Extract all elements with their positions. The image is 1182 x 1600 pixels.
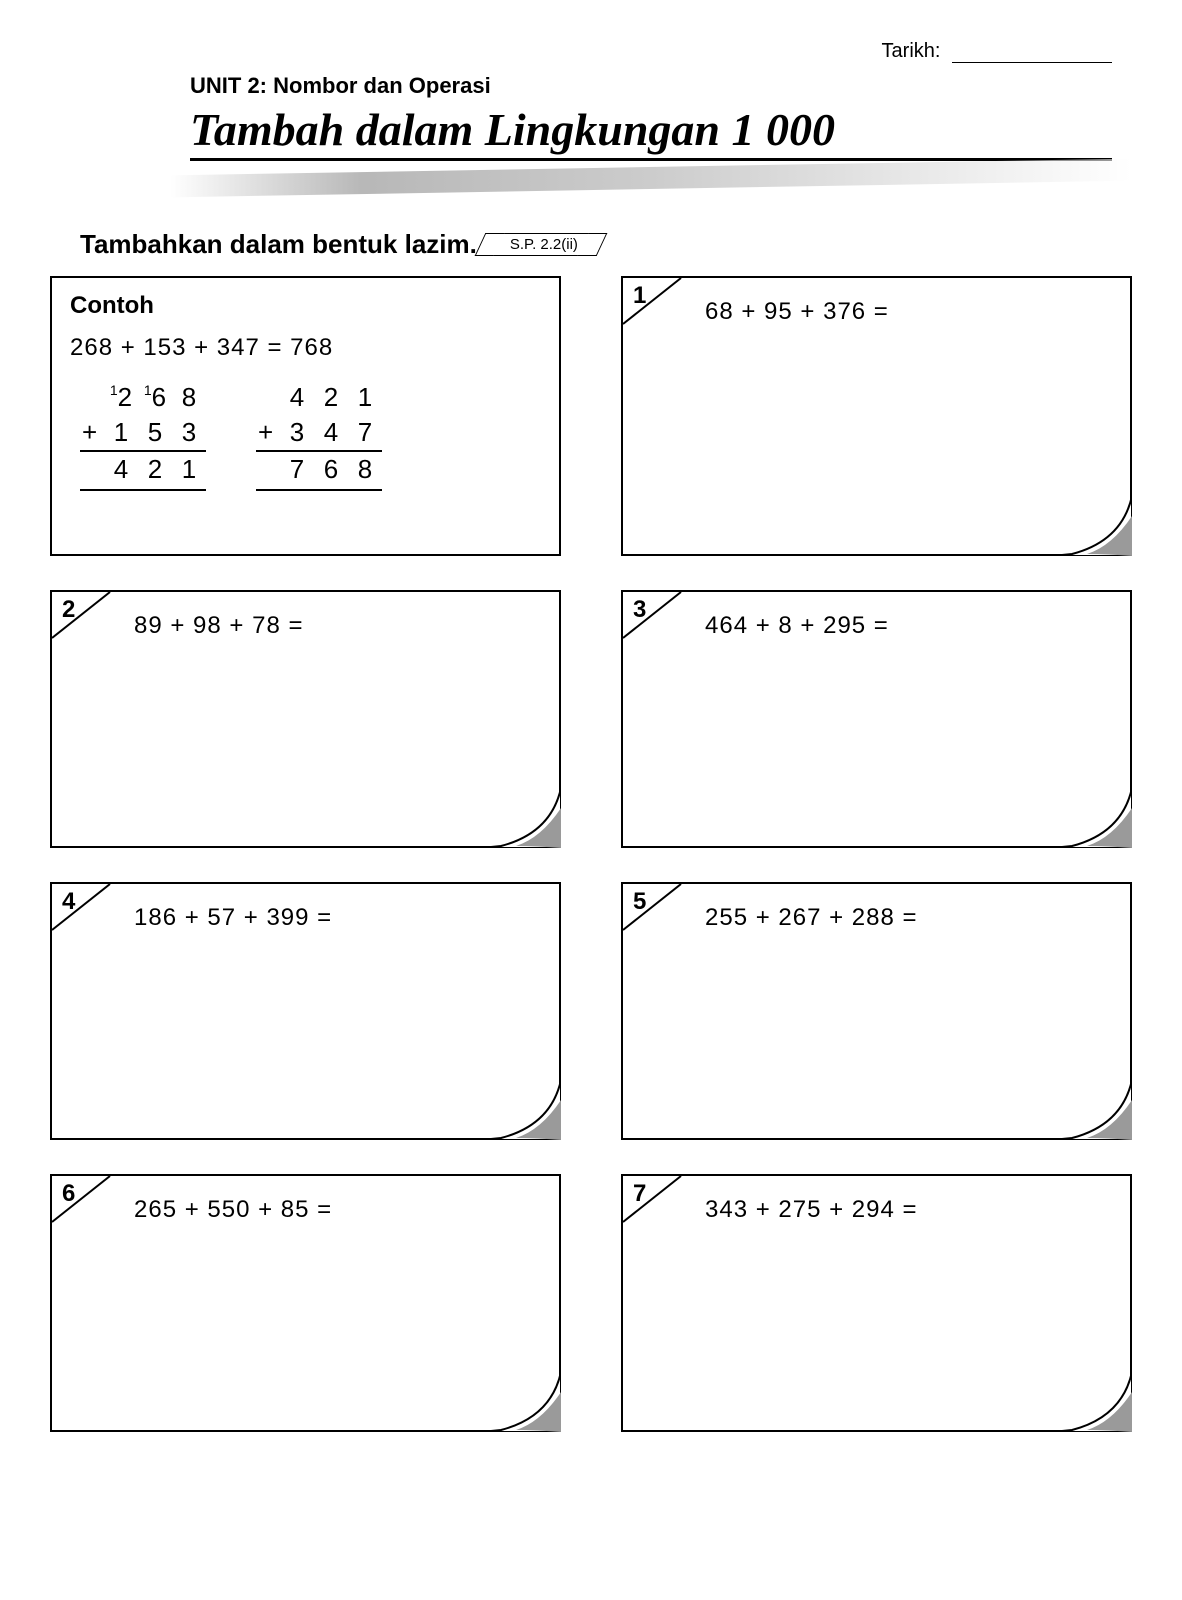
question-box-1[interactable]: 1 68 + 95 + 376 = <box>621 276 1132 556</box>
question-number: 7 <box>633 1180 646 1208</box>
page-curl-icon <box>481 1080 561 1140</box>
example-box: Contoh 268 + 153 + 347 = 768 12 16 8 + 1… <box>50 276 561 556</box>
digit: 4 <box>314 415 348 451</box>
column-addition-1: 12 16 8 + 1 5 3 4 2 1 <box>80 380 206 491</box>
question-number: 3 <box>633 596 646 624</box>
digit: 6 <box>152 382 166 412</box>
digit: 6 <box>314 451 348 490</box>
question-box-2[interactable]: 2 89 + 98 + 78 = <box>50 590 561 848</box>
digit: 5 <box>138 415 172 451</box>
question-box-4[interactable]: 4 186 + 57 + 399 = <box>50 882 561 1140</box>
question-text: 464 + 8 + 295 = <box>705 612 1112 640</box>
question-box-3[interactable]: 3 464 + 8 + 295 = <box>621 590 1132 848</box>
question-number: 6 <box>62 1180 75 1208</box>
question-text: 186 + 57 + 399 = <box>134 904 541 932</box>
instruction-row: Tambahkan dalam bentuk lazim. S.P. 2.2(i… <box>80 229 1132 260</box>
digit: 4 <box>104 451 138 490</box>
digit: 2 <box>138 451 172 490</box>
page-curl-icon <box>481 788 561 848</box>
sp-code-badge: S.P. 2.2(ii) <box>489 233 593 256</box>
carry-digit: 1 <box>144 382 152 398</box>
page-curl-icon <box>1052 1080 1132 1140</box>
question-number: 1 <box>633 282 646 310</box>
example-working: 12 16 8 + 1 5 3 4 2 1 <box>80 380 541 491</box>
question-number: 4 <box>62 888 75 916</box>
plus-sign: + <box>256 415 280 451</box>
digit: 8 <box>172 380 206 415</box>
question-text: 255 + 267 + 288 = <box>705 904 1112 932</box>
question-number: 2 <box>62 596 75 624</box>
question-text: 89 + 98 + 78 = <box>134 612 541 640</box>
page-curl-icon <box>1052 1372 1132 1432</box>
example-equation: 268 + 153 + 347 = 768 <box>70 334 541 362</box>
date-line: Tarikh: <box>50 40 1132 63</box>
digit: 1 <box>348 380 382 415</box>
page-title: Tambah dalam Lingkungan 1 000 <box>190 103 1112 161</box>
question-box-5[interactable]: 5 255 + 267 + 288 = <box>621 882 1132 1140</box>
digit: 3 <box>280 415 314 451</box>
digit: 8 <box>348 451 382 490</box>
plus-sign: + <box>80 415 104 451</box>
date-label: Tarikh: <box>882 40 941 62</box>
question-text: 265 + 550 + 85 = <box>134 1196 541 1224</box>
digit: 3 <box>172 415 206 451</box>
digit: 1 <box>172 451 206 490</box>
date-blank[interactable] <box>952 62 1112 63</box>
instruction-text: Tambahkan dalam bentuk lazim. <box>80 229 477 260</box>
column-addition-2: 4 2 1 + 3 4 7 7 6 8 <box>256 380 382 491</box>
question-text: 68 + 95 + 376 = <box>705 298 1112 326</box>
page-curl-icon <box>1052 788 1132 848</box>
digit: 7 <box>280 451 314 490</box>
unit-label: UNIT 2: Nombor dan Operasi <box>190 73 1132 99</box>
question-box-6[interactable]: 6 265 + 550 + 85 = <box>50 1174 561 1432</box>
worksheet-grid: Contoh 268 + 153 + 347 = 768 12 16 8 + 1… <box>50 276 1132 1432</box>
title-underline-swoosh <box>170 159 1132 198</box>
question-box-7[interactable]: 7 343 + 275 + 294 = <box>621 1174 1132 1432</box>
question-number: 5 <box>633 888 646 916</box>
sp-code-text: S.P. 2.2(ii) <box>510 236 578 253</box>
example-label: Contoh <box>70 292 541 320</box>
carry-digit: 1 <box>110 382 118 398</box>
digit: 2 <box>314 380 348 415</box>
question-text: 343 + 275 + 294 = <box>705 1196 1112 1224</box>
page-curl-icon <box>1052 496 1132 556</box>
digit: 4 <box>280 380 314 415</box>
digit: 2 <box>118 382 132 412</box>
digit: 7 <box>348 415 382 451</box>
digit: 1 <box>104 415 138 451</box>
page-curl-icon <box>481 1372 561 1432</box>
